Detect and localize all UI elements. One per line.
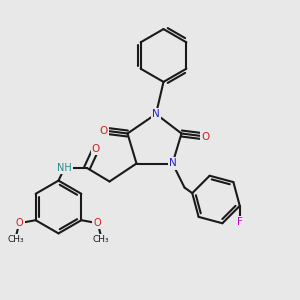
Text: NH: NH bbox=[57, 163, 72, 173]
Text: O: O bbox=[16, 218, 23, 228]
Text: CH₃: CH₃ bbox=[8, 235, 24, 244]
Text: F: F bbox=[237, 217, 243, 227]
Text: N: N bbox=[169, 158, 176, 169]
Text: CH₃: CH₃ bbox=[93, 235, 109, 244]
Text: N: N bbox=[152, 109, 160, 119]
Text: O: O bbox=[92, 143, 100, 154]
Text: O: O bbox=[94, 218, 101, 228]
Text: O: O bbox=[99, 125, 108, 136]
Text: O: O bbox=[201, 131, 210, 142]
